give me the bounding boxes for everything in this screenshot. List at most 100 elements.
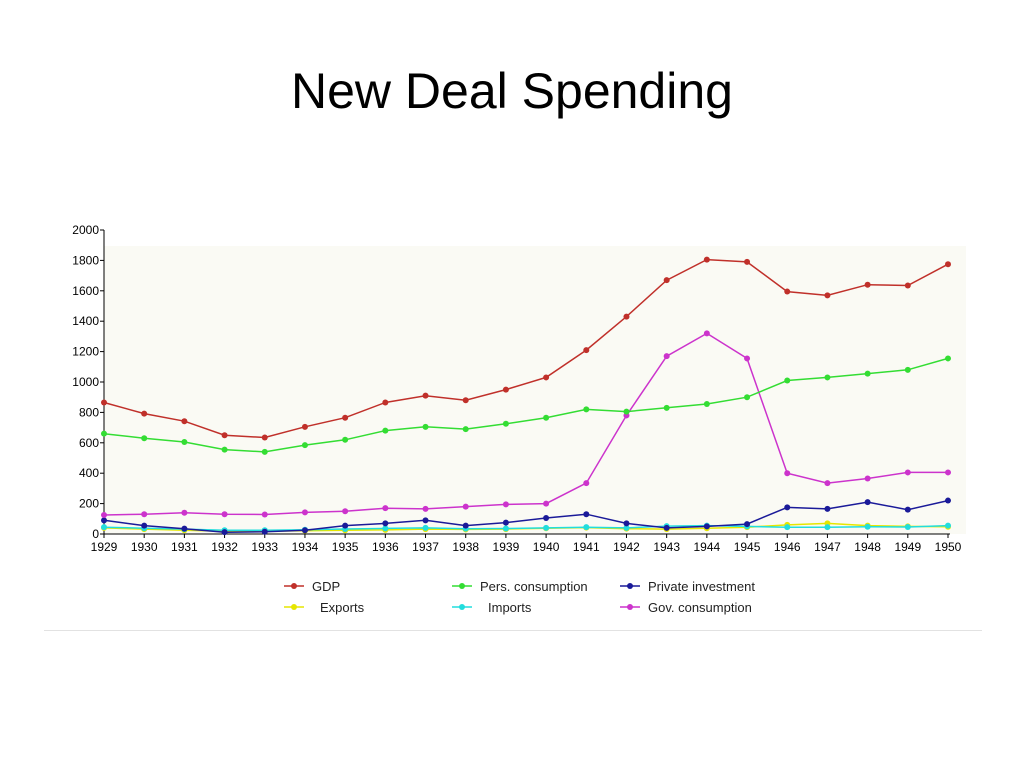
data-point [261,528,268,535]
x-tick-label: 1941 [573,540,600,554]
x-tick-label: 1943 [653,540,680,554]
x-tick-label: 1950 [935,540,962,554]
y-tick-label: 0 [92,527,99,541]
data-point [462,522,469,529]
legend-label: Gov. consumption [648,600,752,615]
data-point [301,423,308,430]
data-point [663,524,670,531]
x-tick-label: 1934 [292,540,319,554]
data-point [864,475,871,482]
data-point [141,410,148,417]
x-tick-label: 1939 [493,540,520,554]
data-point [101,524,107,531]
data-point [824,505,831,512]
data-point [422,517,429,524]
data-point [502,386,509,393]
x-tick-label: 1938 [452,540,479,554]
data-point [703,401,710,408]
data-point [784,504,791,511]
data-point [623,520,630,527]
data-point [824,524,831,531]
line-chart: 0 200 400 600 800 1000 1200 1400 1600 1800 2000 192… [72,223,966,615]
y-tick-label: 400 [79,466,99,480]
data-point [422,505,429,512]
data-point [101,430,107,437]
data-point [261,511,268,518]
data-point [342,436,349,443]
data-point [141,435,148,442]
data-point [543,374,550,381]
y-tick-label: 1200 [72,345,99,359]
data-point [181,509,188,516]
x-tick-label: 1948 [854,540,881,554]
x-tick-label: 1937 [412,540,439,554]
data-point [945,261,951,268]
legend-swatch-marker [627,583,633,589]
data-point [342,414,349,421]
data-point [824,480,831,487]
data-point [141,511,148,518]
data-point [663,353,670,360]
data-point [744,258,751,265]
x-tick-label: 1936 [372,540,399,554]
x-tick-label: 1945 [734,540,761,554]
data-point [462,503,469,510]
x-tick-label: 1942 [613,540,640,554]
data-point [101,517,107,524]
data-point [784,377,791,384]
series-line [103,499,949,533]
legend-label: Pers. consumption [480,579,588,594]
data-point [181,439,188,446]
data-point [181,418,188,425]
data-point [784,288,791,295]
data-point [422,423,429,430]
x-tick-label: 1947 [814,540,841,554]
data-point [744,521,751,528]
data-point [663,277,670,284]
data-point [864,523,871,530]
data-point [945,522,951,529]
data-point [543,524,550,531]
data-point [301,527,308,534]
data-point [301,442,308,449]
data-point [904,469,911,476]
data-point [583,480,590,487]
data-point [945,469,951,476]
data-point [945,355,951,362]
series-line [103,524,949,531]
data-point [382,399,389,406]
data-point [221,529,228,536]
y-tick-label: 1600 [72,284,99,298]
data-point [583,511,590,518]
y-tick-label: 200 [79,497,99,511]
data-point [864,499,871,506]
data-point [703,523,710,530]
data-point [502,501,509,508]
y-tick-label: 1800 [72,253,99,267]
x-tick-label: 1932 [211,540,238,554]
data-point [904,506,911,513]
y-tick-label: 1000 [72,375,99,389]
data-point [744,394,751,401]
divider [44,630,982,631]
data-point [462,397,469,404]
x-tick-label: 1935 [332,540,359,554]
x-tick-label: 1944 [694,540,721,554]
data-point [101,512,107,518]
data-point [703,330,710,337]
data-point [945,497,951,504]
y-tick-label: 2000 [72,223,99,237]
data-point [382,520,389,527]
data-point [543,515,550,522]
x-tick-label: 1946 [774,540,801,554]
data-point [422,392,429,399]
legend-label: Imports [488,600,532,615]
legend-swatch-marker [459,604,465,610]
data-point [422,524,429,531]
data-point [623,408,630,415]
data-point [342,522,349,529]
data-point [583,347,590,354]
plot-area [104,246,966,534]
data-point [141,522,148,529]
data-point [181,525,188,532]
